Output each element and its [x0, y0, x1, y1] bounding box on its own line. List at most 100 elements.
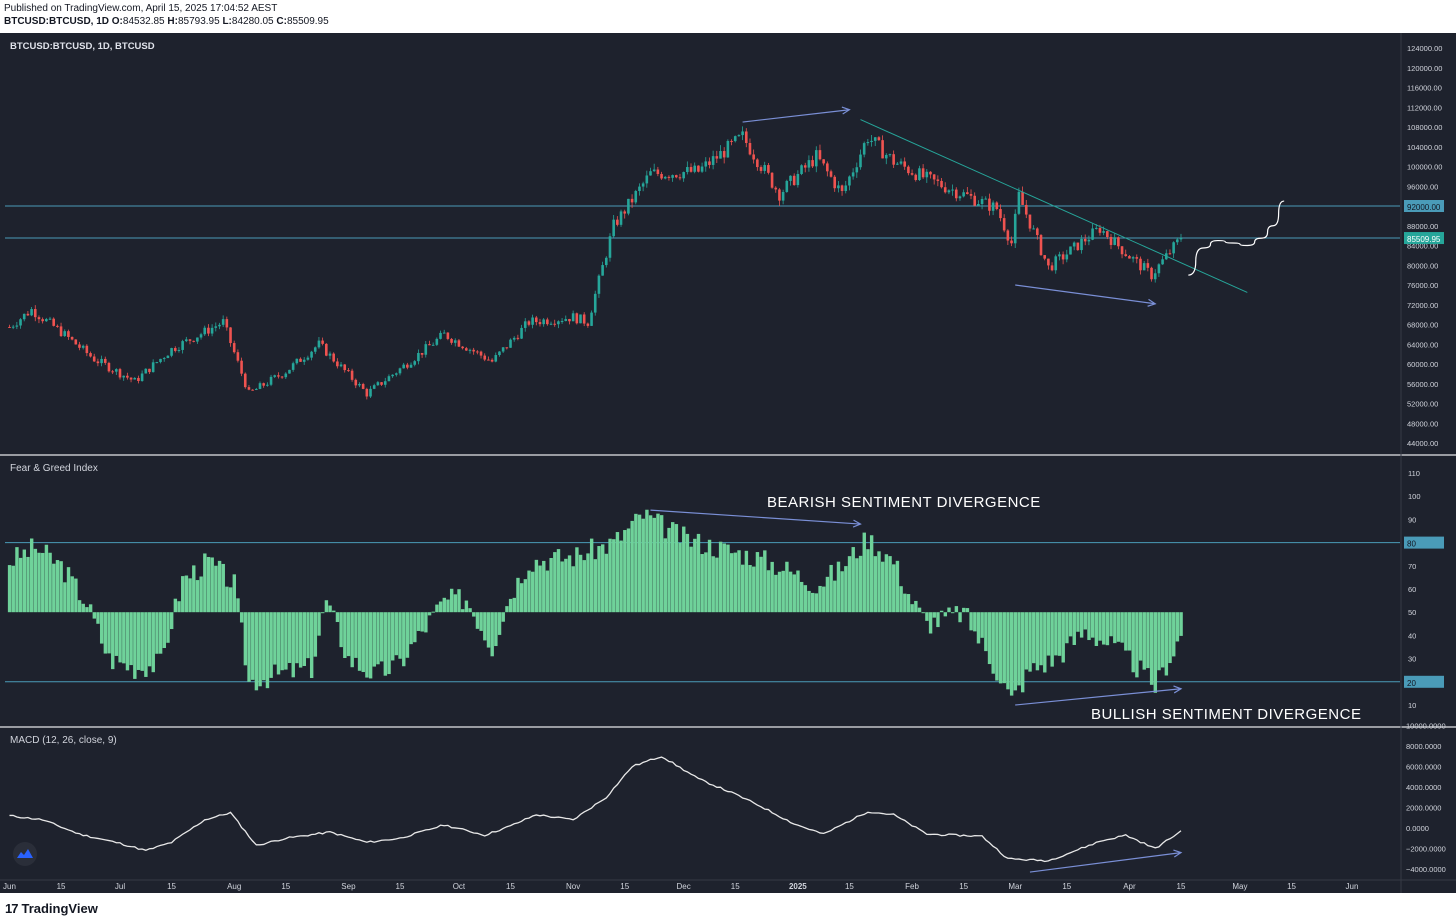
candle-body — [803, 165, 807, 168]
high-value: 85793.95 — [177, 16, 220, 27]
time-tick-7: 15 — [396, 882, 405, 891]
fg-bar — [619, 540, 623, 613]
candle-body — [597, 275, 601, 294]
candle-body — [921, 168, 925, 178]
candle-body — [1098, 227, 1102, 233]
fg-bar — [195, 580, 200, 613]
fg-bar — [516, 577, 520, 613]
fg-tick-5: 60 — [1408, 585, 1416, 594]
candle-body — [538, 322, 542, 325]
candle-body — [689, 167, 693, 172]
candle-body — [1024, 204, 1028, 215]
low-label: L: — [222, 16, 232, 27]
fg-bar — [674, 524, 679, 613]
candle-body — [288, 369, 291, 374]
fg-bar — [1160, 612, 1165, 668]
fg-bar — [501, 612, 505, 622]
candle-body — [59, 326, 63, 337]
candle-body — [354, 379, 358, 386]
price-tick-16: 60000.00 — [1407, 360, 1438, 369]
fg-bar — [704, 552, 708, 613]
fg-bar — [173, 598, 178, 613]
candle-body — [638, 186, 641, 192]
fg-bar — [424, 612, 428, 633]
price-arrow-0-head — [841, 106, 851, 115]
candle-body — [616, 219, 619, 225]
fg-bar — [659, 515, 664, 613]
level-label-last-price: 85509.95 — [1407, 235, 1441, 244]
candle-body — [255, 388, 258, 390]
fg-bar — [136, 612, 141, 670]
time-tick-17: 15 — [959, 882, 968, 891]
candle-body — [1021, 191, 1024, 205]
candle-body — [162, 358, 166, 360]
fg-bar — [700, 554, 704, 613]
candle-body — [977, 204, 980, 206]
candle-body — [313, 347, 317, 352]
fg-bar — [55, 560, 60, 613]
fg-bar — [623, 530, 627, 613]
fg-bar — [810, 592, 815, 613]
fg-bar — [814, 593, 819, 613]
fg-bar — [523, 579, 528, 613]
fg-bar — [892, 564, 896, 613]
candle-body — [450, 338, 453, 343]
fg-bar — [416, 612, 421, 631]
fg-bar — [162, 612, 167, 649]
time-tick-12: Dec — [677, 882, 691, 891]
fg-bar — [998, 612, 1003, 684]
fg-bar — [22, 549, 27, 613]
candle-body — [1087, 239, 1091, 242]
candle-body — [1017, 191, 1021, 214]
price-tick-0: 124000.00 — [1407, 44, 1442, 53]
fg-bar — [962, 607, 966, 613]
fg-bar — [652, 517, 656, 613]
fg-bar — [1050, 612, 1054, 667]
candle-body — [70, 336, 74, 340]
candle-body — [1028, 214, 1032, 229]
fg-bar — [291, 612, 295, 678]
candle-body — [660, 173, 663, 179]
fg-bar — [910, 604, 914, 613]
fg-bar — [402, 612, 406, 667]
candle-body — [936, 179, 940, 181]
fg-bar — [512, 597, 516, 613]
fg-bar — [29, 538, 34, 613]
candle-body — [74, 339, 78, 345]
candle-body — [837, 185, 840, 189]
fg-bar — [1135, 612, 1139, 678]
fg-bar — [1032, 612, 1036, 664]
fg-bar — [1164, 612, 1169, 676]
candle-body — [144, 368, 148, 374]
candle-body — [789, 175, 792, 181]
fg-bar — [781, 570, 785, 613]
candle-body — [457, 340, 461, 347]
fg-bar — [829, 564, 833, 613]
candle-body — [483, 355, 487, 360]
time-tick-10: Nov — [566, 882, 580, 891]
candle-body — [686, 167, 689, 173]
fg-bar — [630, 520, 634, 613]
candle-body — [151, 362, 155, 373]
candle-body — [818, 150, 822, 160]
candle-body — [247, 387, 251, 390]
high-label: H: — [167, 16, 178, 27]
candle-body — [446, 332, 450, 339]
fg-bar — [582, 560, 586, 613]
fg-bar — [431, 611, 435, 613]
fg-bar — [707, 539, 712, 613]
fg-bar — [1035, 612, 1040, 671]
chart-canvas[interactable]: 124000.00120000.00116000.00112000.001080… — [0, 31, 1456, 893]
candle-body — [361, 384, 365, 389]
price-arrow-1 — [1015, 284, 1156, 305]
candle-body — [708, 161, 711, 165]
candle-body — [207, 327, 210, 334]
candle-body — [225, 319, 229, 328]
candle-body — [487, 359, 490, 361]
fg-bar — [1072, 612, 1076, 645]
time-tick-14: 2025 — [789, 882, 807, 891]
candle-body — [870, 140, 873, 143]
fg-bar — [888, 556, 892, 613]
fg-bar — [1017, 612, 1021, 686]
fg-bar — [155, 612, 159, 654]
